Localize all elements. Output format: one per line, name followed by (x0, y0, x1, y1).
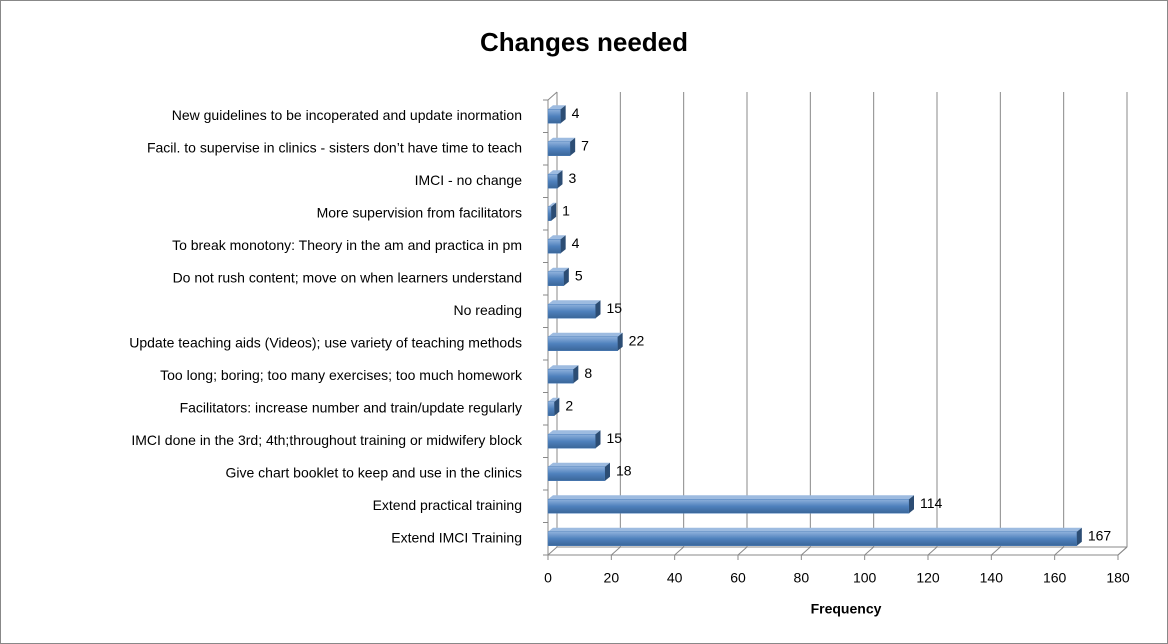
value-label: 7 (581, 137, 589, 153)
x-tick-label: 0 (544, 570, 552, 586)
bar (547, 239, 561, 254)
y-tick-label: IMCI - no change (415, 172, 523, 188)
floor-line (1054, 546, 1064, 556)
bar-end (605, 462, 610, 481)
bar-top (548, 137, 576, 142)
value-label: 15 (607, 430, 623, 446)
floor-line (1117, 546, 1128, 556)
value-label: 15 (607, 300, 623, 316)
x-tick-label: 120 (916, 570, 940, 586)
y-tick-label: Do not rush content; move on when learne… (173, 269, 522, 285)
floor-line (674, 546, 684, 556)
bar-top (548, 235, 566, 240)
y-tick-label: More supervision from facilitators (317, 204, 522, 220)
bar-end (909, 495, 914, 514)
bar (547, 271, 565, 286)
bar-end (563, 267, 569, 286)
value-label: 8 (584, 365, 592, 381)
value-label: 167 (1088, 527, 1112, 543)
bar-top (548, 170, 563, 175)
bar-top (548, 105, 566, 110)
bar (547, 336, 618, 351)
floor-line (864, 546, 874, 556)
bar-end (617, 332, 623, 351)
y-tick-label: Too long; boring; too many exercises; to… (160, 367, 523, 383)
y-tick-label: Extend IMCI Training (391, 529, 522, 545)
bar-end (570, 137, 576, 156)
bar-top (548, 527, 1082, 532)
bar-end (573, 365, 579, 384)
bar-end (560, 235, 566, 254)
floor-line (991, 546, 1001, 556)
value-label: 114 (920, 495, 943, 511)
value-label: 4 (572, 235, 580, 251)
bar-top (548, 495, 914, 500)
floor-line (927, 546, 938, 556)
bar (547, 369, 574, 384)
bar-top (548, 397, 560, 402)
x-tick-label: 100 (853, 570, 877, 586)
value-label: 2 (565, 397, 573, 413)
bar (547, 434, 596, 449)
x-tick-label: 80 (794, 570, 810, 586)
top-left (547, 91, 558, 101)
bar-top (548, 300, 601, 305)
bar (547, 141, 571, 156)
x-tick-label: 40 (667, 570, 683, 586)
x-tick-label: 60 (730, 570, 746, 586)
floor-line (737, 546, 748, 556)
x-tick-label: 140 (980, 570, 1004, 586)
bar-end (551, 202, 557, 221)
value-label: 5 (575, 267, 583, 283)
y-tick-label: To break monotony: Theory in the am and … (172, 237, 522, 253)
bar (547, 206, 552, 221)
bar (547, 401, 555, 416)
x-tick-label: 20 (604, 570, 620, 586)
bar-end (1076, 527, 1082, 546)
bar-top (548, 332, 623, 337)
bar-end (595, 430, 601, 449)
bar-end (560, 105, 566, 124)
y-tick-label: No reading (454, 302, 523, 318)
y-tick-label: Facil. to supervise in clinics - sisters… (147, 139, 522, 155)
bar (547, 466, 606, 481)
floor-line (801, 546, 811, 556)
x-axis-label: Frequency (811, 601, 882, 617)
chart-title: Changes needed (480, 27, 688, 57)
bar-end (554, 397, 560, 416)
y-tick-label: Give chart booklet to keep and use in th… (225, 464, 522, 480)
bar-top (548, 365, 579, 370)
bar (547, 531, 1078, 546)
bar (547, 174, 558, 189)
y-tick-label: IMCI done in the 3rd; 4th;throughout tra… (131, 432, 523, 448)
y-tick-label: Extend practical training (373, 497, 522, 513)
value-label: 4 (572, 105, 580, 121)
bar-top (548, 462, 610, 467)
bar (547, 304, 596, 319)
bar-end (557, 170, 563, 189)
x-tick-label: 180 (1106, 570, 1130, 586)
value-label: 18 (616, 462, 632, 478)
value-label: 3 (569, 170, 577, 186)
value-label: 22 (629, 332, 645, 348)
x-tick-label: 160 (1043, 570, 1067, 586)
bar-end (595, 300, 601, 319)
y-tick-label: Update teaching aids (Videos); use varie… (129, 334, 522, 350)
bar-top (548, 267, 569, 272)
floor-line (611, 546, 621, 556)
bar (547, 499, 910, 514)
value-label: 1 (562, 202, 570, 218)
bar (547, 109, 561, 124)
y-tick-label: New guidelines to be incoperated and upd… (172, 107, 522, 123)
bar-top (548, 202, 557, 207)
bar-top (548, 430, 601, 435)
y-tick-label: Facilitators: increase number and train/… (180, 399, 522, 415)
floor-line (547, 546, 558, 556)
